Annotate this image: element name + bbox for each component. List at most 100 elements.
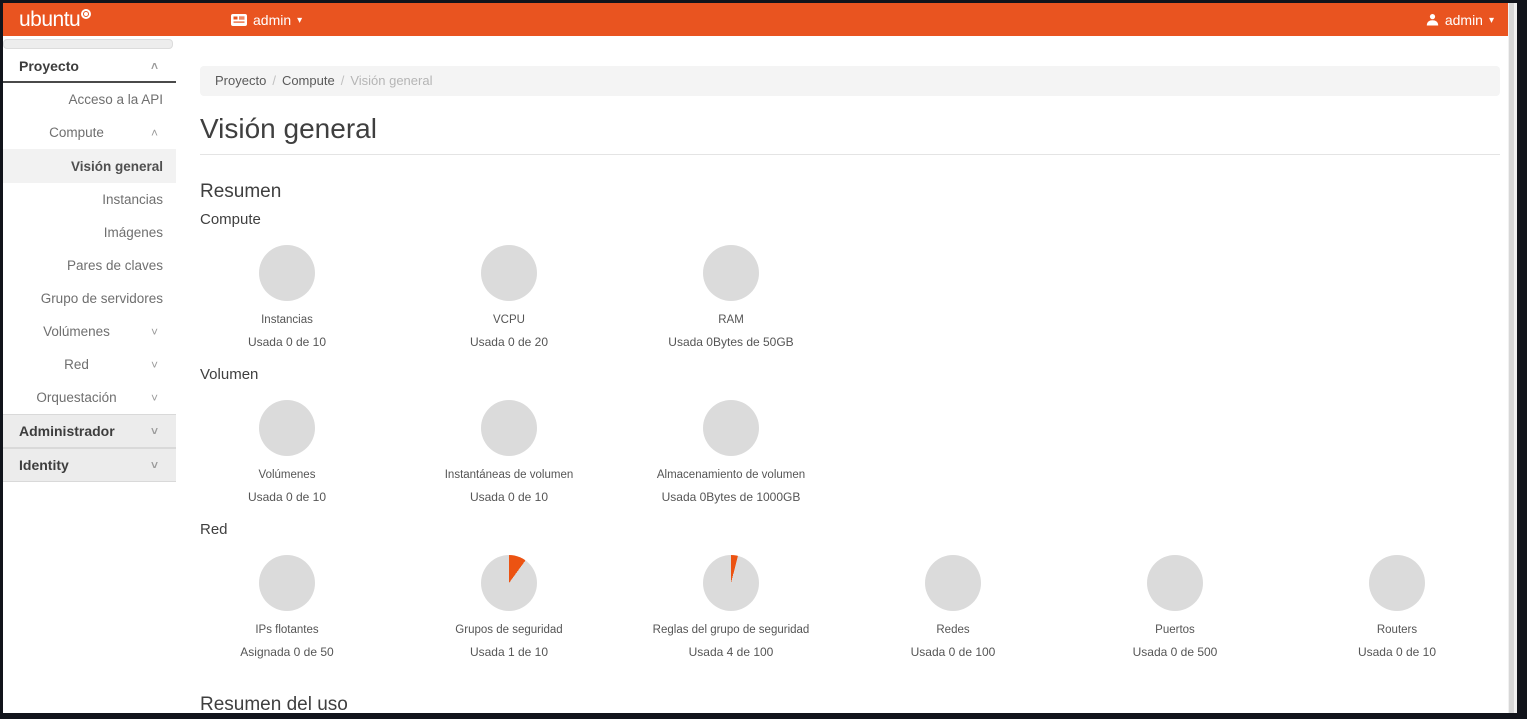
project-dropdown[interactable]: admin ▾ bbox=[231, 3, 302, 36]
page-title: Visión general bbox=[200, 113, 377, 144]
quota-usage: Usada 0Bytes de 50GB bbox=[668, 335, 794, 349]
sidebar-item-label: Instancias bbox=[102, 192, 163, 207]
quota-pie-cell: Puertos Usada 0 de 500 bbox=[1064, 555, 1286, 660]
quota-usage: Usada 0 de 20 bbox=[469, 335, 549, 349]
sidebar-item-compute[interactable]: Compute ˄ bbox=[3, 116, 176, 149]
quota-row-red: IPs flotantes Asignada 0 de 50 Grupos de… bbox=[176, 555, 1508, 660]
quota-pie-cell: Instantáneas de volumen Usada 0 de 10 bbox=[398, 400, 620, 505]
sidebar-item-instancias[interactable]: Instancias bbox=[3, 183, 176, 216]
pie-chart bbox=[481, 400, 537, 456]
quota-name: VCPU bbox=[493, 314, 525, 326]
ubuntu-logo-badge-icon bbox=[81, 9, 92, 19]
chevron-down-icon: ˅ bbox=[150, 390, 158, 405]
sidebar-item-volumenes[interactable]: Volúmenes ˅ bbox=[3, 315, 176, 348]
sidebar-item-label: Grupo de servidores bbox=[40, 291, 163, 306]
sidebar-section-label: Administrador bbox=[19, 423, 115, 439]
breadcrumb-compute[interactable]: Compute bbox=[281, 73, 335, 88]
browser-viewport: ubuntu admin ▾ admin ▾ bbox=[3, 3, 1517, 713]
quota-pie-cell: Redes Usada 0 de 100 bbox=[842, 555, 1064, 660]
vertical-scrollbar-thumb[interactable] bbox=[1509, 3, 1514, 713]
sidebar-item-pares-de-claves[interactable]: Pares de claves bbox=[3, 249, 176, 282]
pie-chart bbox=[703, 400, 759, 456]
chevron-down-icon: ˅ bbox=[150, 324, 158, 339]
quota-pie-cell: RAM Usada 0Bytes de 50GB bbox=[620, 245, 842, 350]
sidebar-item-orquestacion[interactable]: Orquestación ˅ bbox=[3, 381, 176, 414]
pie-chart bbox=[259, 245, 315, 301]
chevron-down-icon: ˅ bbox=[150, 458, 158, 472]
quota-usage: Usada 0 de 100 bbox=[910, 645, 996, 659]
sidebar-section-proyecto[interactable]: Proyecto ˄ bbox=[3, 51, 176, 83]
quota-pie-cell: Volúmenes Usada 0 de 10 bbox=[176, 400, 398, 505]
sidebar-section-label: Identity bbox=[19, 457, 69, 473]
pie-chart bbox=[1369, 555, 1425, 611]
breadcrumb-separator: / bbox=[340, 73, 345, 88]
breadcrumb-proyecto[interactable]: Proyecto bbox=[215, 73, 267, 88]
quota-pie-cell: Grupos de seguridad Usada 1 de 10 bbox=[398, 555, 620, 660]
quota-usage: Usada 1 de 10 bbox=[469, 645, 549, 659]
summary-heading: Resumen bbox=[200, 181, 282, 202]
main-content: Proyecto / Compute / Visión general Visión g… bbox=[176, 36, 1508, 713]
sidebar-horizontal-scrollbar[interactable] bbox=[3, 39, 173, 49]
quota-pie-cell: VCPU Usada 0 de 20 bbox=[398, 245, 620, 350]
pie-chart bbox=[925, 555, 981, 611]
sidebar-item-vision-general[interactable]: Visión general bbox=[3, 149, 176, 183]
quota-usage: Usada 0 de 10 bbox=[469, 490, 549, 504]
chevron-down-icon: ˅ bbox=[150, 357, 158, 372]
quota-pie-cell: Routers Usada 0 de 10 bbox=[1286, 555, 1508, 660]
usage-summary-heading: Resumen del uso bbox=[200, 694, 348, 713]
breadcrumb: Proyecto / Compute / Visión general bbox=[200, 66, 1500, 96]
top-navbar: ubuntu admin ▾ admin ▾ bbox=[3, 3, 1508, 36]
pie-chart bbox=[481, 245, 537, 301]
caret-down-icon: ▾ bbox=[1488, 14, 1494, 26]
ubuntu-logo[interactable]: ubuntu bbox=[19, 3, 92, 36]
quota-name: Almacenamiento de volumen bbox=[656, 469, 806, 481]
sidebar-item-label: Visión general bbox=[70, 158, 163, 174]
vertical-scrollbar[interactable] bbox=[1508, 3, 1517, 713]
quota-name: Routers bbox=[1376, 624, 1418, 636]
quota-name: Volúmenes bbox=[258, 469, 316, 481]
sidebar-item-label: Red bbox=[64, 357, 89, 372]
sidebar-section-identity[interactable]: Identity ˅ bbox=[3, 448, 176, 482]
sidebar-item-grupo-de-servidores[interactable]: Grupo de servidores bbox=[3, 282, 176, 315]
user-dropdown[interactable]: admin ▾ bbox=[1426, 3, 1494, 36]
group-label-red: Red bbox=[200, 521, 228, 538]
pie-chart bbox=[1147, 555, 1203, 611]
quota-usage: Usada 4 de 100 bbox=[688, 645, 774, 659]
quota-pie-cell: Reglas del grupo de seguridad Usada 4 de… bbox=[620, 555, 842, 660]
sidebar-item-label: Acceso a la API bbox=[68, 92, 163, 107]
quota-name: RAM bbox=[718, 314, 744, 326]
quota-name: Reglas del grupo de seguridad bbox=[652, 624, 810, 636]
quota-usage: Usada 0 de 10 bbox=[247, 490, 327, 504]
sidebar-item-label: Imágenes bbox=[103, 225, 163, 240]
divider bbox=[200, 154, 1500, 155]
sidebar-section-label: Proyecto bbox=[19, 58, 79, 74]
pie-chart bbox=[481, 555, 537, 611]
quota-row-volumen: Volúmenes Usada 0 de 10 Instantáneas de … bbox=[176, 400, 1508, 505]
pie-chart bbox=[703, 555, 759, 611]
sidebar-item-red[interactable]: Red ˅ bbox=[3, 348, 176, 381]
sidebar-item-label: Orquestación bbox=[36, 390, 117, 405]
quota-name: Redes bbox=[936, 624, 970, 636]
pie-chart bbox=[259, 555, 315, 611]
group-label-volumen: Volumen bbox=[200, 366, 259, 383]
sidebar-item-label: Pares de claves bbox=[66, 258, 163, 273]
breadcrumb-current: Visión general bbox=[350, 73, 433, 88]
quota-row-compute: Instancias Usada 0 de 10 VCPU Usada 0 de… bbox=[176, 245, 1508, 350]
user-icon bbox=[1426, 14, 1439, 26]
sidebar-item-label: Volúmenes bbox=[43, 324, 110, 339]
quota-usage: Asignada 0 de 50 bbox=[240, 645, 334, 659]
pie-chart bbox=[703, 245, 759, 301]
pie-chart bbox=[259, 400, 315, 456]
sidebar-item-label: Compute bbox=[49, 125, 104, 140]
quota-name: IPs flotantes bbox=[255, 624, 319, 636]
quota-pie-cell: IPs flotantes Asignada 0 de 50 bbox=[176, 555, 398, 660]
chevron-up-icon: ˄ bbox=[150, 125, 158, 140]
project-card-icon bbox=[231, 13, 247, 26]
sidebar-item-imagenes[interactable]: Imágenes bbox=[3, 216, 176, 249]
sidebar-section-administrador[interactable]: Administrador ˅ bbox=[3, 414, 176, 448]
quota-name: Grupos de seguridad bbox=[455, 624, 563, 636]
project-dropdown-label: admin bbox=[253, 11, 292, 28]
sidebar-item-acceso-a-la-api[interactable]: Acceso a la API bbox=[3, 83, 176, 116]
quota-usage: Usada 0 de 10 bbox=[1357, 645, 1437, 659]
quota-pie-cell: Instancias Usada 0 de 10 bbox=[176, 245, 398, 350]
